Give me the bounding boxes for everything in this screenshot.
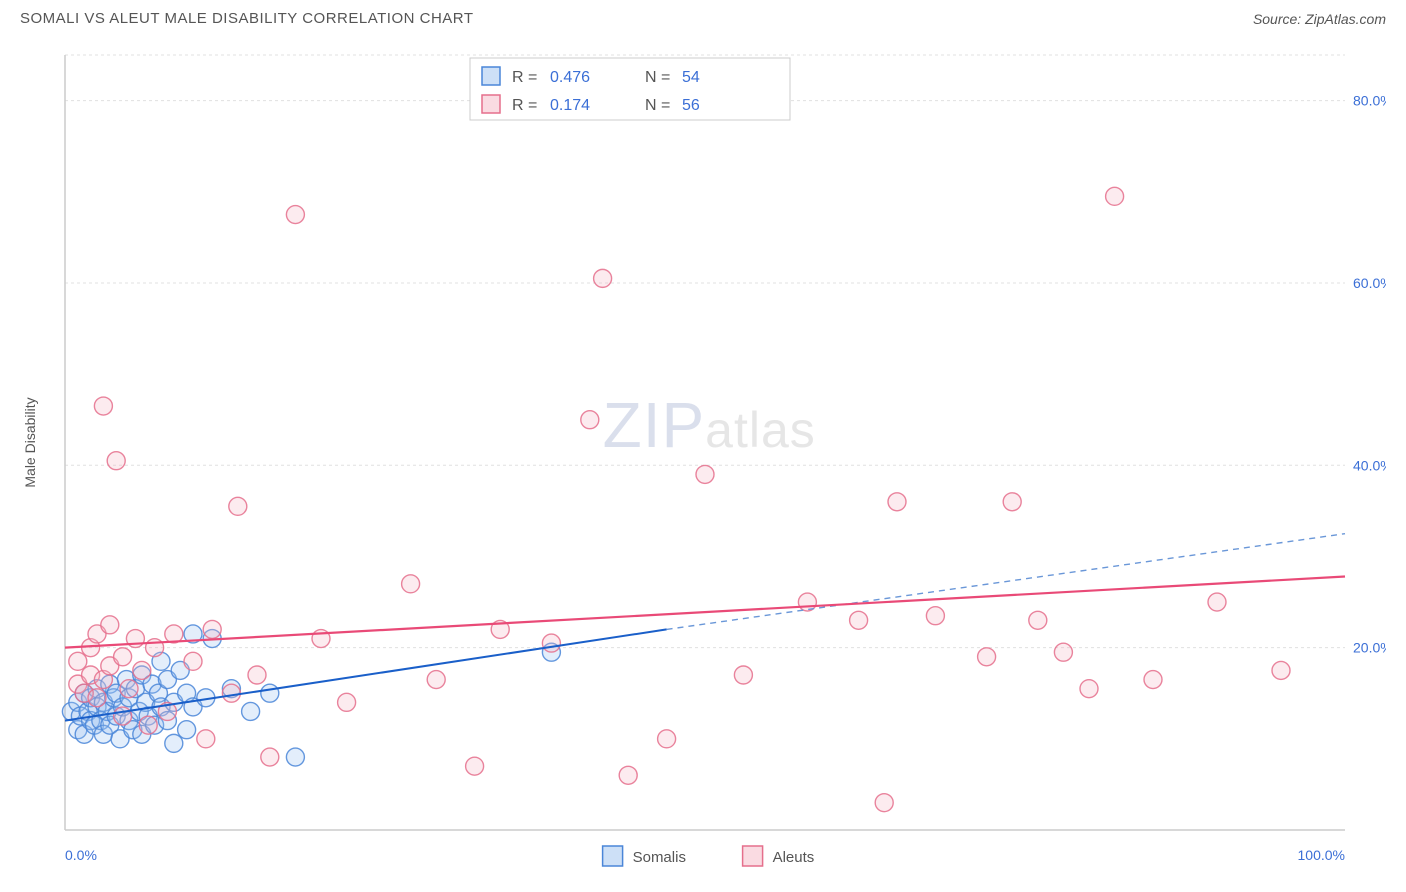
y-tick-label: 80.0% <box>1353 93 1386 109</box>
aleuts-point <box>619 766 637 784</box>
aleuts-point <box>286 206 304 224</box>
aleuts-point <box>888 493 906 511</box>
aleuts-point <box>248 666 266 684</box>
chart-source: Source: ZipAtlas.com <box>1253 11 1386 27</box>
somalis-point <box>286 748 304 766</box>
aleuts-point <box>1208 593 1226 611</box>
x-tick-label: 100.0% <box>1298 847 1345 863</box>
aleuts-corr-n: 56 <box>682 97 700 114</box>
aleuts-point <box>594 269 612 287</box>
aleuts-point <box>88 689 106 707</box>
aleuts-point <box>222 684 240 702</box>
aleuts-point <box>1144 671 1162 689</box>
legend-swatch-aleuts <box>743 846 763 866</box>
corr-r-label: R = <box>512 69 537 86</box>
aleuts-point <box>696 465 714 483</box>
somalis-point <box>165 734 183 752</box>
aleuts-point <box>197 730 215 748</box>
watermark: ZIPatlas <box>603 389 816 461</box>
aleuts-point <box>133 661 151 679</box>
aleuts-point <box>120 680 138 698</box>
aleuts-point <box>114 707 132 725</box>
aleuts-point <box>1029 611 1047 629</box>
corr-n-label: N = <box>645 97 670 114</box>
somalis-point <box>178 721 196 739</box>
aleuts-point <box>184 652 202 670</box>
aleuts-point <box>926 607 944 625</box>
aleuts-point <box>466 757 484 775</box>
aleuts-trendline <box>65 577 1345 648</box>
aleuts-point <box>978 648 996 666</box>
aleuts-point <box>338 693 356 711</box>
aleuts-point <box>94 397 112 415</box>
somalis-corr-n: 54 <box>682 69 700 86</box>
aleuts-point <box>850 611 868 629</box>
aleuts-point <box>402 575 420 593</box>
scatter-chart: ZIPatlas 20.0% 40.0% 60.0% 80.0% 0.0% 100.0% Ma… <box>20 40 1386 870</box>
aleuts-point <box>875 794 893 812</box>
aleuts-point <box>581 411 599 429</box>
legend-swatch-somalis <box>603 846 623 866</box>
aleuts-point <box>229 497 247 515</box>
chart-container: ZIPatlas 20.0% 40.0% 60.0% 80.0% 0.0% 100.0% Ma… <box>20 40 1386 870</box>
aleuts-point <box>69 652 87 670</box>
somalis-swatch <box>482 67 500 85</box>
aleuts-point <box>139 716 157 734</box>
legend-label-somalis: Somalis <box>633 849 686 866</box>
legend-label-aleuts: Aleuts <box>773 849 815 866</box>
y-tick-label: 60.0% <box>1353 275 1386 291</box>
aleuts-point <box>261 748 279 766</box>
somalis-corr-r: 0.476 <box>550 69 590 86</box>
aleuts-point <box>427 671 445 689</box>
corr-r-label: R = <box>512 97 537 114</box>
aleuts-point <box>101 616 119 634</box>
aleuts-point <box>114 648 132 666</box>
aleuts-point <box>658 730 676 748</box>
y-tick-label: 40.0% <box>1353 457 1386 473</box>
aleuts-point <box>1003 493 1021 511</box>
aleuts-point <box>734 666 752 684</box>
aleuts-point <box>1106 187 1124 205</box>
aleuts-point <box>1272 661 1290 679</box>
x-tick-label: 0.0% <box>65 847 97 863</box>
aleuts-point <box>1054 643 1072 661</box>
aleuts-point <box>203 620 221 638</box>
aleuts-point <box>1080 680 1098 698</box>
aleuts-point <box>107 452 125 470</box>
corr-n-label: N = <box>645 69 670 86</box>
aleuts-swatch <box>482 95 500 113</box>
aleuts-corr-r: 0.174 <box>550 97 590 114</box>
somalis-point <box>242 702 260 720</box>
chart-title: SOMALI VS ALEUT MALE DISABILITY CORRELAT… <box>20 10 474 27</box>
somalis-point <box>261 684 279 702</box>
aleuts-point <box>542 634 560 652</box>
y-tick-label: 20.0% <box>1353 640 1386 656</box>
y-axis-label: Male Disability <box>22 397 38 487</box>
